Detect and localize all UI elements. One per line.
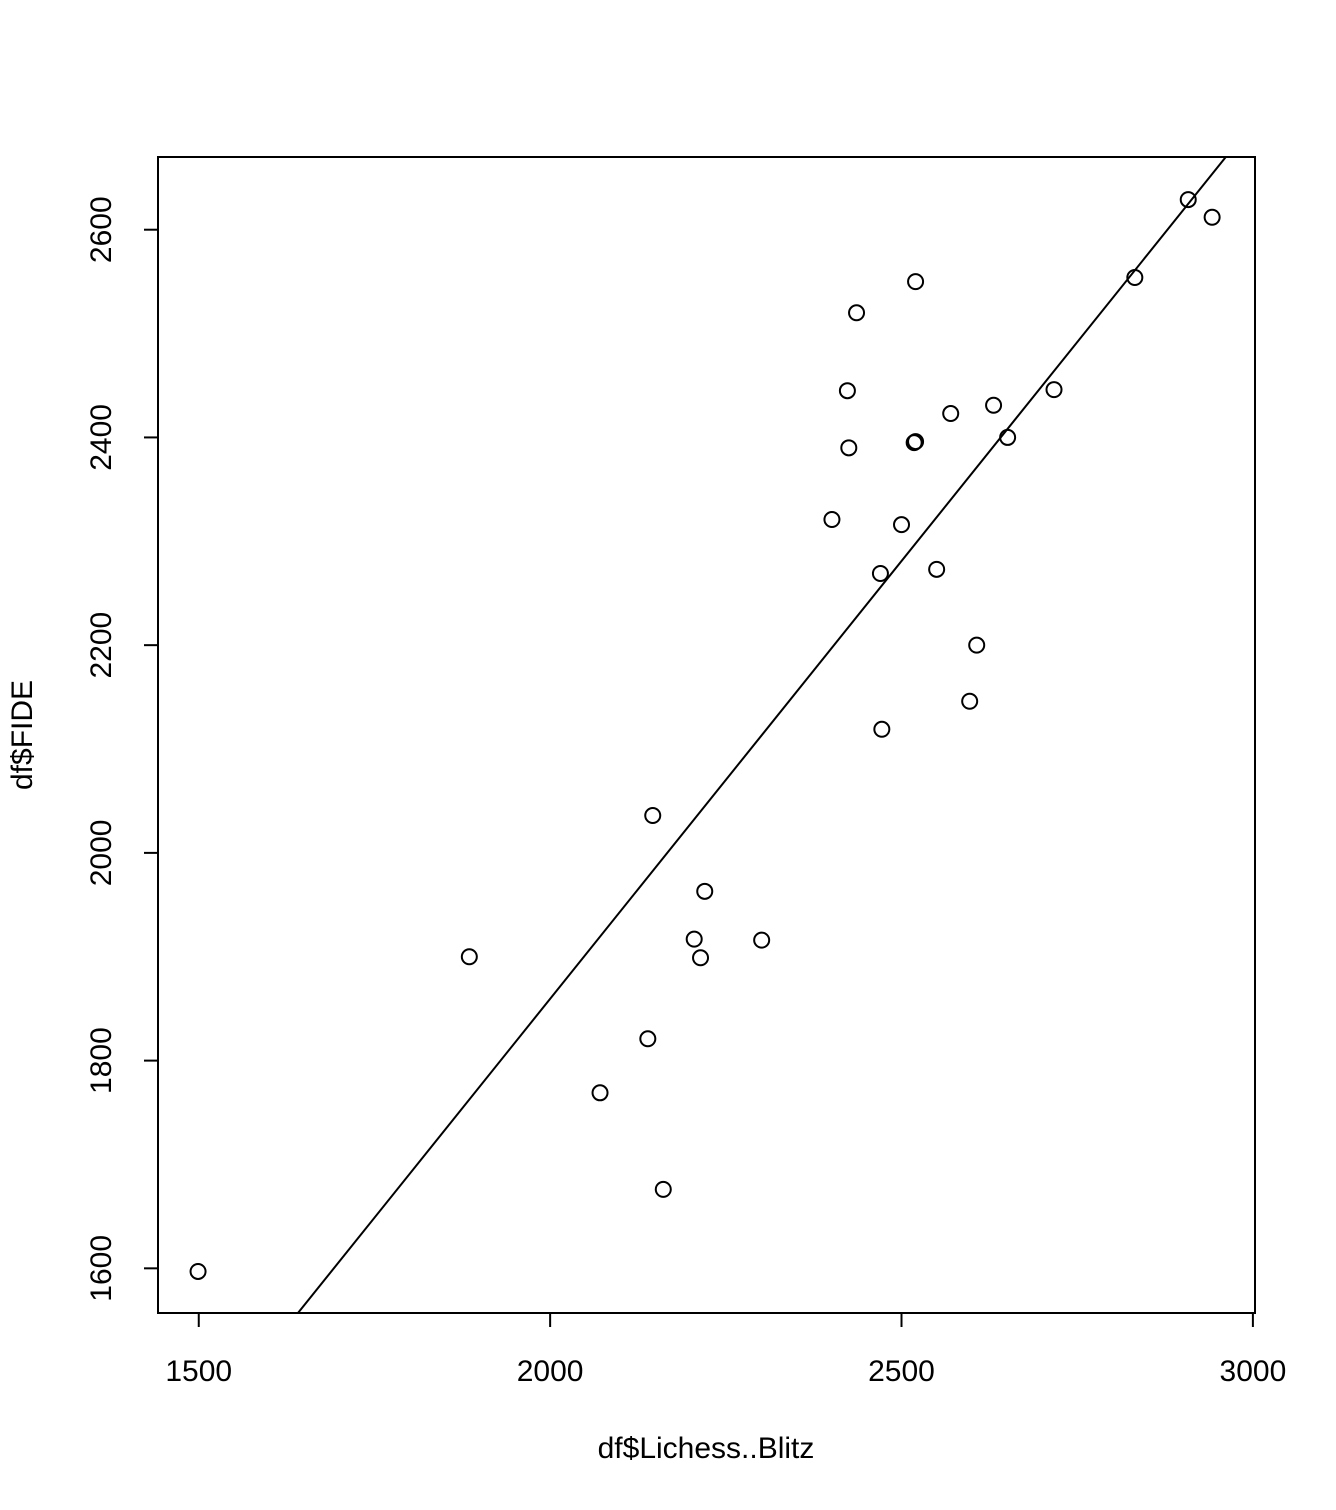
point — [928, 560, 946, 578]
x-tick-label: 1500 — [165, 1355, 232, 1388]
y-tick-label: 2400 — [85, 404, 118, 471]
point — [189, 1262, 207, 1280]
x-axis-label: df$Lichess..Blitz — [598, 1432, 815, 1465]
y-tick-label: 1600 — [85, 1235, 118, 1302]
point — [968, 636, 986, 654]
y-tick-label: 2000 — [85, 820, 118, 887]
point — [871, 564, 889, 582]
point — [1179, 191, 1197, 209]
point — [838, 382, 856, 400]
x-tick-label: 2500 — [868, 1355, 935, 1388]
point — [685, 930, 703, 948]
y-tick-label: 2200 — [85, 612, 118, 679]
point — [873, 720, 891, 738]
point — [654, 1180, 672, 1198]
plot-box — [157, 156, 1256, 1314]
point — [942, 405, 960, 423]
point — [591, 1084, 609, 1102]
regression-line — [297, 156, 1227, 1314]
point — [907, 433, 925, 451]
point — [1045, 381, 1063, 399]
point — [696, 882, 714, 900]
point — [639, 1030, 657, 1048]
point — [692, 949, 710, 967]
point — [848, 304, 866, 322]
point — [985, 396, 1003, 414]
point — [893, 516, 911, 534]
point — [1203, 208, 1221, 226]
x-tick-label: 3000 — [1220, 1355, 1287, 1388]
x-tick-label: 2000 — [517, 1355, 584, 1388]
point — [644, 806, 662, 824]
point — [840, 439, 858, 457]
point — [460, 948, 478, 966]
point — [907, 273, 925, 291]
y-axis-label: df$FIDE — [6, 680, 39, 790]
y-tick-label: 2600 — [85, 196, 118, 263]
point — [753, 931, 771, 949]
point — [999, 428, 1017, 446]
y-tick-label: 1800 — [85, 1027, 118, 1094]
point — [823, 510, 841, 528]
point — [961, 692, 979, 710]
